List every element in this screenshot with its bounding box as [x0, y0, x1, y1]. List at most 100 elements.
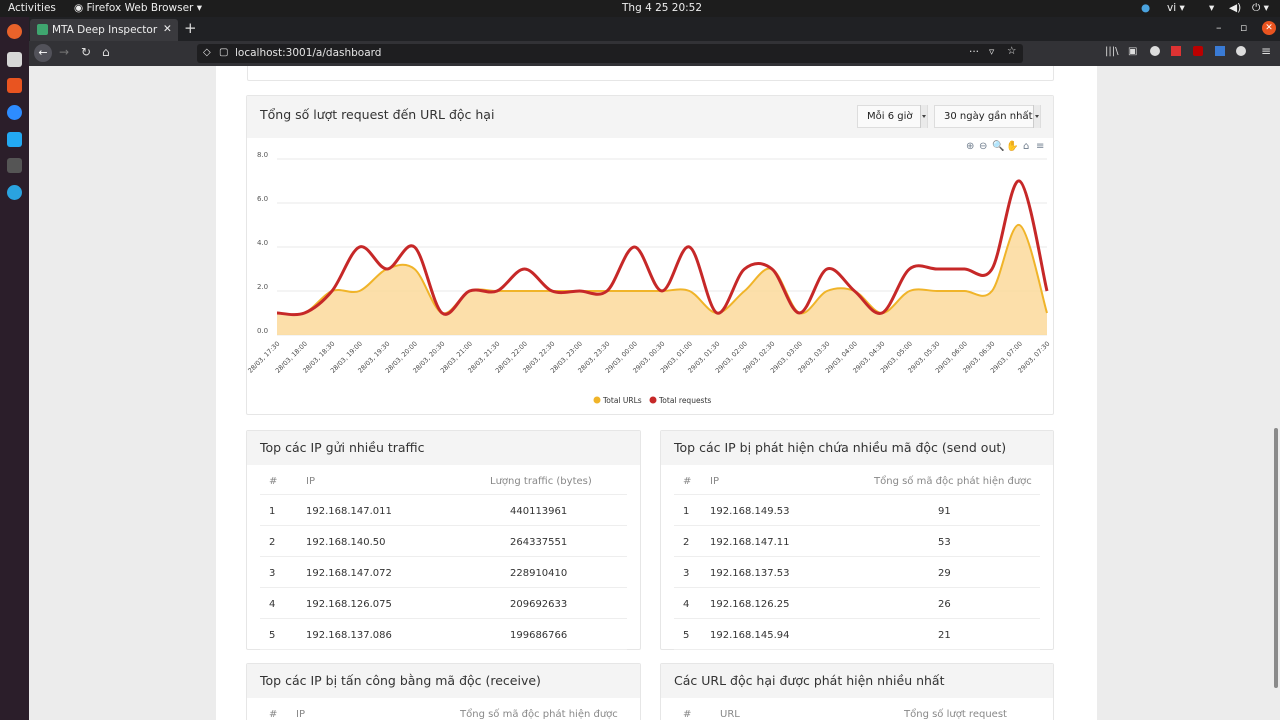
- table-row: 3 192.168.147.072 228910410: [260, 557, 627, 588]
- ip-cell: 192.168.147.11: [710, 537, 790, 548]
- zoom-out-icon[interactable]: ⊖: [979, 141, 987, 152]
- address-bar[interactable]: ◇ ▢ localhost:3001/a/dashboard ··· ▿ ☆: [197, 44, 1023, 63]
- chart-menu-icon[interactable]: ≡: [1036, 141, 1044, 152]
- column-header: IP: [710, 476, 719, 487]
- firefox-dock-icon[interactable]: [7, 24, 22, 39]
- close-window-icon[interactable]: ✕: [1262, 21, 1276, 35]
- value-cell: 440113961: [510, 506, 568, 517]
- legend-marker-total-requests: [649, 396, 657, 404]
- system-top-bar: Activities ◉ Firefox Web Browser ▾ Thg 4…: [0, 0, 1280, 17]
- range-select[interactable]: 30 ngày gần nhất: [934, 105, 1041, 128]
- value-cell: 21: [938, 630, 951, 641]
- zoom-selection-icon[interactable]: 🔍: [992, 139, 1004, 152]
- ip-cell: 192.168.137.53: [710, 568, 790, 579]
- extension-icon[interactable]: [1215, 46, 1225, 56]
- y-tick-label: 6.0: [257, 195, 268, 203]
- telegram-dock-icon[interactable]: [7, 185, 22, 200]
- rank-cell: 3: [683, 568, 690, 579]
- files-dock-icon[interactable]: [7, 52, 22, 67]
- top-urls-card: Các URL độc hại được phát hiện nhiều nhấ…: [660, 663, 1054, 720]
- reload-icon[interactable]: ↻: [81, 45, 92, 59]
- zoom-dock-icon[interactable]: [7, 105, 22, 120]
- card-header: Tổng số lượt request đến URL độc hại: [247, 96, 1053, 138]
- card-header: Top các IP bị phát hiện chứa nhiều mã độ…: [661, 431, 1053, 465]
- pocket-icon[interactable]: ▿: [989, 46, 995, 58]
- extension-icon[interactable]: [1193, 46, 1203, 56]
- top-receive-card: Top các IP bị tấn công bằng mã độc (rece…: [246, 663, 641, 720]
- table-row: 4 192.168.126.25 26: [674, 588, 1040, 619]
- interval-select[interactable]: Mỗi 6 giờ: [857, 105, 928, 128]
- back-arrow-icon[interactable]: ←: [34, 44, 52, 62]
- rank-cell: 2: [269, 537, 276, 548]
- close-tab-icon[interactable]: ✕: [163, 23, 172, 35]
- value-cell: 264337551: [510, 537, 568, 548]
- table-row: 2 192.168.140.50 264337551: [260, 526, 627, 557]
- telegram-tray-icon[interactable]: ●: [1141, 2, 1151, 14]
- language-label: vi: [1167, 2, 1177, 14]
- clock[interactable]: Thg 4 25 20:52: [622, 2, 703, 14]
- previous-card: [247, 66, 1054, 81]
- site-favicon-icon: [37, 24, 48, 35]
- bookmark-star-icon[interactable]: ☆: [1007, 45, 1017, 57]
- page-info-icon[interactable]: ▢: [219, 47, 229, 58]
- dashboard-page: Tổng số lượt request đến URL độc hại Mỗi…: [216, 66, 1097, 720]
- web-content: Tổng số lượt request đến URL độc hại Mỗi…: [29, 66, 1280, 720]
- top-traffic-table: # IP Lượng traffic (bytes) 1 192.168.147.…: [260, 465, 627, 650]
- tab-title: MTA Deep Inspector: [52, 24, 158, 36]
- ubuntu-dock: [0, 17, 29, 720]
- terminal-dock-icon[interactable]: [7, 158, 22, 173]
- value-cell: 91: [938, 506, 951, 517]
- card-header: Top các IP gửi nhiều traffic: [247, 431, 640, 465]
- extension-icon[interactable]: [1171, 46, 1181, 56]
- card-header: Các URL độc hại được phát hiện nhiều nhấ…: [661, 664, 1053, 698]
- tracking-shield-icon[interactable]: ◇: [203, 47, 211, 58]
- power-icon[interactable]: ⏻ ▾: [1252, 2, 1269, 14]
- y-tick-label: 2.0: [257, 283, 268, 291]
- volume-icon[interactable]: ◀): [1229, 2, 1242, 14]
- new-tab-icon[interactable]: +: [184, 19, 197, 37]
- column-header: Tổng số mã độc phát hiện được: [874, 476, 1032, 487]
- network-icon[interactable]: ▾: [1209, 2, 1215, 14]
- extension-icon[interactable]: [1236, 46, 1246, 56]
- reset-zoom-home-icon[interactable]: ⌂: [1023, 141, 1029, 152]
- tab-bar: MTA Deep Inspector ✕ + – ▫ ✕: [29, 17, 1280, 41]
- value-cell: 26: [938, 599, 951, 610]
- ip-cell: 192.168.147.011: [306, 506, 392, 517]
- sidebar-icon[interactable]: ▣: [1128, 46, 1138, 57]
- table-header-row: # URL Tổng số lượt request: [674, 698, 1040, 720]
- table-row: 5 192.168.145.94 21: [674, 619, 1040, 650]
- activities-button[interactable]: Activities: [8, 2, 56, 14]
- forward-arrow-icon[interactable]: →: [59, 45, 70, 59]
- value-cell: 29: [938, 568, 951, 579]
- minimize-icon[interactable]: –: [1216, 21, 1222, 34]
- restore-icon[interactable]: ▫: [1240, 21, 1248, 34]
- library-icon[interactable]: |||\: [1105, 46, 1119, 57]
- hamburger-menu-icon[interactable]: ≡: [1261, 44, 1272, 58]
- malicious-url-requests-card: Tổng số lượt request đến URL độc hại Mỗi…: [246, 95, 1054, 415]
- table-header-row: # IP Tổng số mã độc phát hiện được: [260, 698, 627, 720]
- table-header-row: # IP Lượng traffic (bytes): [260, 465, 627, 495]
- software-dock-icon[interactable]: [7, 78, 22, 93]
- top-receive-table: # IP Tổng số mã độc phát hiện được: [260, 698, 627, 720]
- home-icon[interactable]: ⌂: [102, 45, 110, 59]
- top-send-card: Top các IP bị phát hiện chứa nhiều mã độ…: [660, 430, 1054, 650]
- table-row: 1 192.168.149.53 91: [674, 495, 1040, 526]
- column-header: IP: [306, 476, 315, 487]
- page-scrollbar[interactable]: [1274, 428, 1278, 688]
- total-requests-line: [276, 179, 1049, 317]
- firefox-app-menu[interactable]: ◉ Firefox Web Browser ▾: [74, 2, 202, 14]
- rank-cell: 1: [683, 506, 690, 517]
- url-text[interactable]: localhost:3001/a/dashboard: [235, 47, 382, 59]
- page-actions-icon[interactable]: ···: [969, 46, 980, 58]
- pan-icon[interactable]: ✋: [1006, 139, 1018, 152]
- language-indicator[interactable]: vi ▾: [1167, 2, 1185, 14]
- vscode-dock-icon[interactable]: [7, 132, 22, 147]
- zoom-in-icon[interactable]: ⊕: [966, 141, 974, 152]
- y-tick-label: 4.0: [257, 239, 268, 247]
- table-row: 4 192.168.126.075 209692633: [260, 588, 627, 619]
- legend-label-total-urls: Total URLs: [602, 396, 642, 405]
- tab-mta-deep-inspector[interactable]: MTA Deep Inspector ✕: [30, 19, 178, 41]
- app-name: Firefox Web Browser: [86, 2, 194, 14]
- account-icon[interactable]: [1150, 46, 1160, 56]
